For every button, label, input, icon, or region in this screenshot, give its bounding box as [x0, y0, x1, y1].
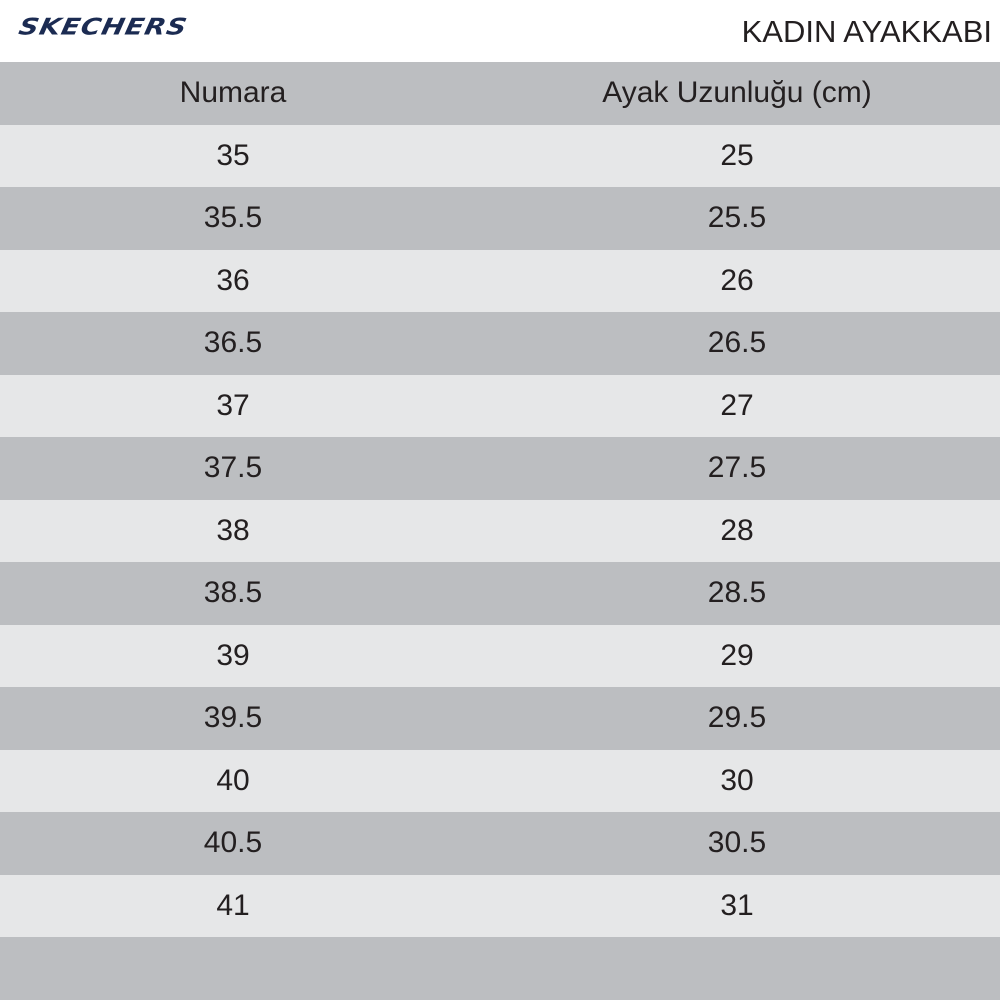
table-row: 40.5 30.5 [0, 812, 1000, 875]
table-row: 35.5 25.5 [0, 187, 1000, 250]
size-cell: 39 [216, 638, 250, 672]
size-cell: 39.5 [203, 701, 263, 735]
foot-length-cell: 25.5 [707, 201, 767, 235]
table-row: 39.5 29.5 [0, 687, 1000, 750]
table-row: 36.5 26.5 [0, 312, 1000, 375]
table-row: 40 30 [0, 749, 1000, 812]
foot-length-cell: 31 [720, 888, 754, 922]
table-footer-row [0, 937, 1000, 1000]
table-row: 37 27 [0, 374, 1000, 437]
column-header-size: Numara [179, 76, 287, 110]
foot-length-cell: 28.5 [707, 576, 767, 610]
table-row: 39 29 [0, 624, 1000, 687]
foot-length-cell: 29.5 [707, 701, 767, 735]
foot-length-cell: 26.5 [707, 326, 767, 360]
size-chart-table: Numara Ayak Uzunluğu (cm) 35 25 35.5 25.5 36… [0, 62, 1000, 1000]
size-cell: 35.5 [203, 201, 263, 235]
foot-length-cell: 27 [720, 388, 754, 422]
size-cell: 38 [216, 513, 250, 547]
foot-length-cell: 25 [720, 138, 754, 172]
size-cell: 36 [216, 263, 250, 297]
size-cell: 38.5 [203, 576, 263, 610]
size-cell: 37 [216, 388, 250, 422]
foot-length-cell: 29 [720, 638, 754, 672]
size-cell: 37.5 [203, 451, 263, 485]
foot-length-cell: 30.5 [707, 826, 767, 860]
size-cell: 35 [216, 138, 250, 172]
table-row: 38 28 [0, 499, 1000, 562]
foot-length-cell: 28 [720, 513, 754, 547]
size-cell: 41 [216, 888, 250, 922]
size-cell: 36.5 [203, 326, 263, 360]
top-bar: SKECHERS KADIN AYAKKABI [0, 0, 1000, 62]
skechers-logo: SKECHERS [16, 14, 190, 41]
foot-length-cell: 26 [720, 263, 754, 297]
table-row: 36 26 [0, 249, 1000, 312]
table-row: 37.5 27.5 [0, 437, 1000, 500]
table-header: Numara Ayak Uzunluğu (cm) [0, 62, 1000, 125]
size-cell: 40 [216, 763, 250, 797]
foot-length-cell: 27.5 [707, 451, 767, 485]
foot-length-cell: 30 [720, 763, 754, 797]
table-row: 35 25 [0, 124, 1000, 187]
size-cell: 40.5 [203, 826, 263, 860]
table-row: 38.5 28.5 [0, 562, 1000, 625]
column-header-foot-length: Ayak Uzunluğu (cm) [602, 76, 872, 110]
table-row: 41 31 [0, 874, 1000, 937]
page-title: KADIN AYAKKABI [741, 14, 992, 49]
